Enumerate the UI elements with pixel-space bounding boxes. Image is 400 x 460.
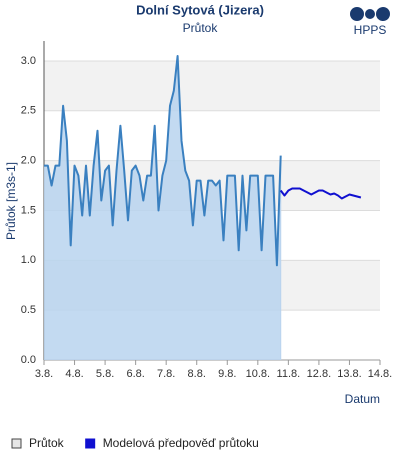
legend-label: Modelová předpověď průtoku <box>103 436 259 450</box>
x-axis-label: Datum <box>345 392 380 406</box>
x-tick-label: 9.8. <box>218 368 236 380</box>
x-tick-label: 14.8. <box>368 368 392 380</box>
x-tick-label: 7.8. <box>157 368 175 380</box>
area <box>44 56 281 360</box>
logo-dot <box>350 7 364 21</box>
x-tick-label: 11.8. <box>277 368 301 380</box>
chart-title: Dolní Sytová (Jizera) <box>136 2 264 17</box>
x-tick-label: 8.8. <box>188 368 206 380</box>
y-tick-label: 0.0 <box>21 354 36 366</box>
y-tick-label: 3.0 <box>21 55 36 67</box>
chart-subtitle: Průtok <box>183 21 219 35</box>
legend-swatch <box>11 438 22 449</box>
logo-text: HPPS <box>354 23 387 37</box>
legend-item: Průtok <box>11 436 65 450</box>
y-axis-label: Průtok [m3s-1] <box>4 162 18 240</box>
logo: HPPS <box>350 7 390 37</box>
y-tick-label: 1.5 <box>21 204 36 216</box>
y-tick-label: 0.5 <box>21 304 36 316</box>
y-tick-label: 2.5 <box>21 105 36 117</box>
line <box>44 55 282 267</box>
logo-dot <box>365 9 375 19</box>
x-tick-label: 4.8. <box>65 368 83 380</box>
legend-item: Modelová předpověď průtoku <box>85 436 259 450</box>
x-tick-label: 13.8. <box>337 368 361 380</box>
logo-dot <box>376 7 390 21</box>
plot-band <box>44 60 380 111</box>
x-tick-label: 12.8. <box>307 368 331 380</box>
x-tick-label: 6.8. <box>126 368 144 380</box>
line <box>279 187 362 200</box>
legend-swatch <box>85 438 96 449</box>
x-tick-label: 10.8. <box>246 368 270 380</box>
x-tick-label: 5.8. <box>96 368 114 380</box>
legend-label: Průtok <box>29 436 65 450</box>
y-tick-label: 1.0 <box>21 254 36 266</box>
y-tick-label: 2.0 <box>21 155 36 167</box>
x-tick-label: 3.8. <box>35 368 53 380</box>
